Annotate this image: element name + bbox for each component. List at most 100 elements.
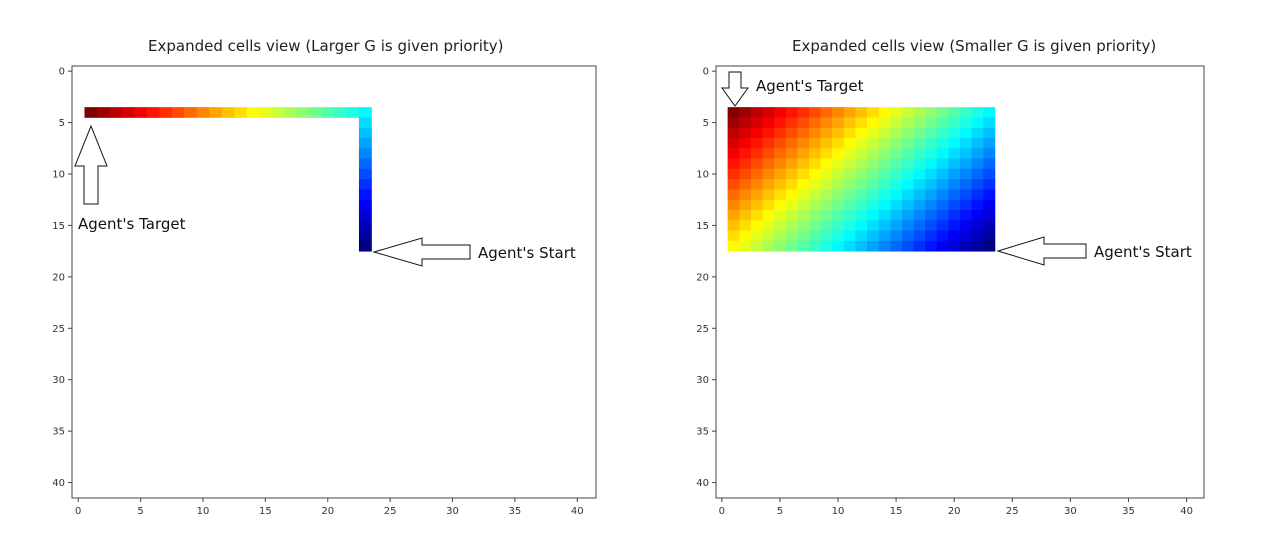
heatmap-cell (832, 210, 845, 221)
heatmap-cell (739, 158, 752, 170)
heatmap-cell (983, 107, 996, 118)
heatmap-cell (762, 127, 775, 139)
heatmap-cell (820, 168, 833, 180)
heatmap-cell (890, 168, 903, 180)
heatmap-cell (358, 199, 372, 211)
heatmap-cell (797, 220, 810, 231)
heatmap-cell (948, 107, 961, 118)
heatmap-cell (121, 107, 135, 118)
heatmap-cell (878, 179, 891, 190)
heatmap-cell (901, 189, 914, 201)
heatmap-cell (867, 220, 880, 231)
x-tick-label: 15 (890, 506, 903, 517)
heatmap-cell (948, 199, 961, 211)
heatmap-cell (936, 179, 949, 190)
heatmap-cell (727, 148, 740, 159)
y-tick-label: 40 (696, 478, 709, 489)
y-tick-label: 35 (52, 427, 65, 438)
heatmap-cell (867, 189, 880, 201)
heatmap-cell (774, 158, 787, 170)
heatmap-cell (925, 138, 938, 149)
heatmap-cell (785, 210, 798, 221)
heatmap-cell (948, 230, 961, 242)
heatmap-cell (762, 148, 775, 159)
heatmap-cell (832, 240, 845, 252)
heatmap-cell (820, 148, 833, 159)
heatmap-cell (913, 179, 926, 190)
heatmap-cell (890, 148, 903, 159)
heatmap-cell (971, 117, 984, 129)
heatmap-cell (358, 138, 372, 149)
heatmap-cell (727, 107, 740, 118)
heatmap-cell (358, 168, 372, 180)
heatmap-cell (774, 240, 787, 252)
heatmap-cell (797, 127, 810, 139)
start-arrow-icon (996, 236, 1087, 266)
x-tick-label: 40 (571, 506, 584, 517)
heatmap-cell (820, 189, 833, 201)
x-tick-label: 15 (259, 506, 272, 517)
chart-1-title: Expanded cells view (Larger G is given p… (148, 37, 504, 55)
heatmap-cell (878, 210, 891, 221)
heatmap-cell (878, 189, 891, 201)
heatmap-cell (855, 230, 868, 242)
heatmap-cell (762, 168, 775, 180)
heatmap-cell (785, 158, 798, 170)
heatmap-cell (774, 199, 787, 211)
heatmap-cell (785, 168, 798, 180)
heatmap-cell (971, 210, 984, 221)
heatmap-cell (820, 240, 833, 252)
heatmap-cell (948, 138, 961, 149)
heatmap-cell (750, 189, 763, 201)
heatmap-cell (797, 210, 810, 221)
x-tick-label: 25 (384, 506, 397, 517)
start-annotation-label: Agent's Start (1094, 243, 1192, 261)
heatmap-cell (832, 127, 845, 139)
y-tick-label: 5 (59, 118, 65, 129)
heatmap-cell (983, 158, 996, 170)
heatmap-cell (750, 220, 763, 231)
y-tick-label: 40 (52, 478, 65, 489)
heatmap-cell (913, 240, 926, 252)
heatmap-cell (960, 179, 973, 190)
heatmap-cell (925, 240, 938, 252)
heatmap-cell (832, 199, 845, 211)
x-tick-label: 35 (509, 506, 522, 517)
heatmap-cell (855, 210, 868, 221)
heatmap-cell (762, 240, 775, 252)
heatmap-cell (901, 179, 914, 190)
x-tick-label: 0 (719, 506, 725, 517)
heatmap-cell (832, 168, 845, 180)
heatmap-cell (808, 179, 821, 190)
target-annotation-label: Agent's Target (78, 215, 186, 233)
heatmap-cell (867, 230, 880, 242)
heatmap-cell (913, 220, 926, 231)
heatmap-cell (867, 138, 880, 149)
heatmap-cell (843, 117, 856, 129)
heatmap-cell (797, 117, 810, 129)
heatmap-cell (971, 230, 984, 242)
heatmap-cell (820, 220, 833, 231)
heatmap-cell (983, 220, 996, 231)
heatmap-cell (84, 107, 98, 118)
heatmap-cell (913, 138, 926, 149)
heatmap-cell (762, 158, 775, 170)
heatmap-cell (983, 199, 996, 211)
x-tick-label: 40 (1180, 506, 1193, 517)
heatmap-cell (750, 117, 763, 129)
heatmap-cell (890, 189, 903, 201)
heatmap-cell (808, 220, 821, 231)
heatmap-cell (739, 220, 752, 231)
heatmap-cell (309, 107, 322, 118)
heatmap-cell (948, 220, 961, 231)
heatmap-cell (727, 189, 740, 201)
heatmap-cell (785, 138, 798, 149)
y-tick-label: 5 (703, 118, 709, 129)
heatmap-cell (750, 210, 763, 221)
heatmap-cell (785, 148, 798, 159)
heatmap-cell (936, 158, 949, 170)
heatmap-cell (913, 127, 926, 139)
heatmap-cell (785, 127, 798, 139)
heatmap-cell (296, 107, 310, 118)
heatmap-cell (913, 148, 926, 159)
